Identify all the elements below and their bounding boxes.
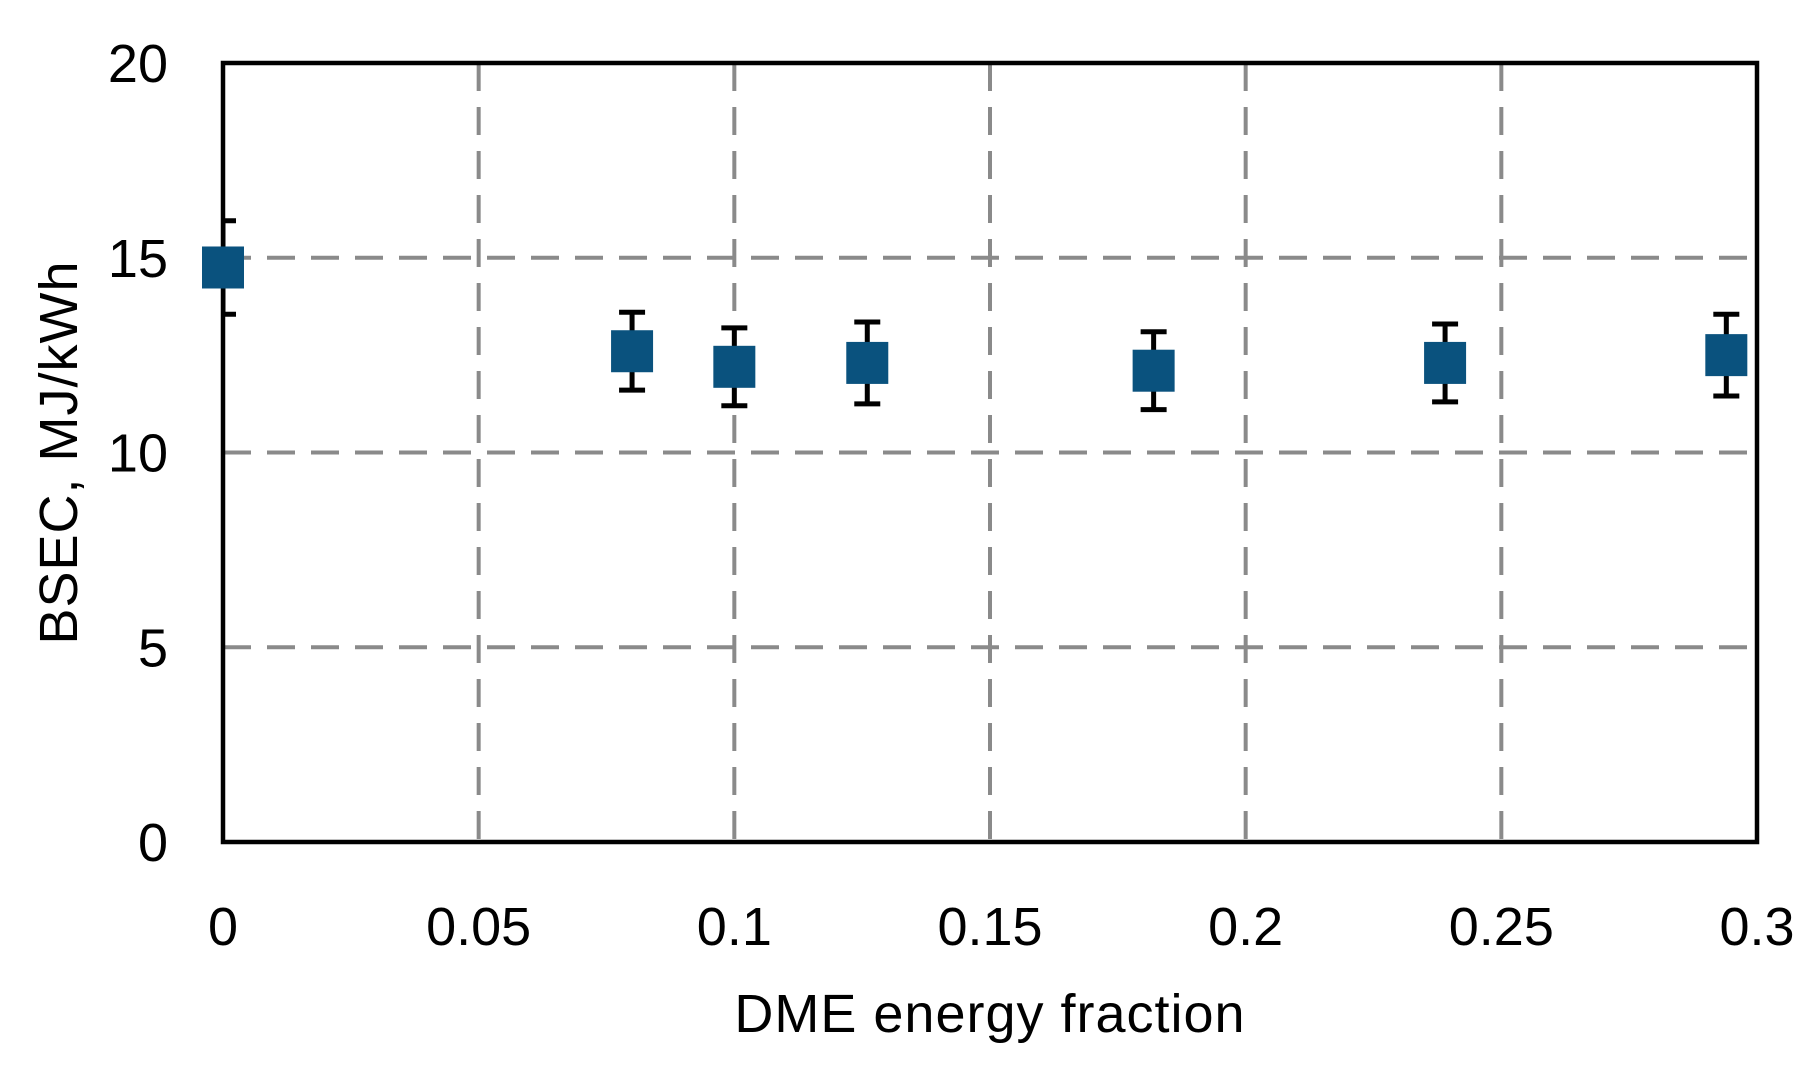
x-axis-tick-labels: 0 0.05 0.1 0.15 0.2 0.25 0.3: [208, 897, 1795, 957]
data-point: [1424, 341, 1467, 384]
error-bars: [223, 218, 1740, 413]
data-point: [713, 345, 756, 388]
data-point: [202, 246, 244, 289]
data-point: [1132, 349, 1175, 392]
data-point: [611, 330, 654, 373]
data-point: [846, 341, 889, 384]
x-tick-label: 0.2: [1208, 897, 1283, 957]
y-tick-label: 0: [138, 813, 168, 873]
x-tick-label: 0.3: [1719, 897, 1794, 957]
x-tick-label: 0.05: [426, 897, 531, 957]
y-tick-label: 20: [108, 34, 168, 94]
x-tick-label: 0.15: [937, 897, 1042, 957]
y-axis-title: BSEC, MJ/kWh: [29, 260, 89, 644]
gridlines: [223, 63, 1757, 842]
y-tick-label: 5: [138, 618, 168, 678]
x-tick-label: 0.25: [1449, 897, 1554, 957]
y-tick-label: 10: [108, 424, 168, 484]
x-axis-title: DME energy fraction: [734, 984, 1245, 1044]
y-tick-label: 15: [108, 229, 168, 289]
x-tick-label: 0.1: [697, 897, 772, 957]
plot-border: [220, 60, 1760, 845]
y-axis-tick-labels: 0 5 10 15 20: [108, 34, 168, 873]
x-tick-label: 0: [208, 897, 238, 957]
data-point: [1705, 334, 1748, 377]
data-point-markers: [202, 246, 1748, 392]
